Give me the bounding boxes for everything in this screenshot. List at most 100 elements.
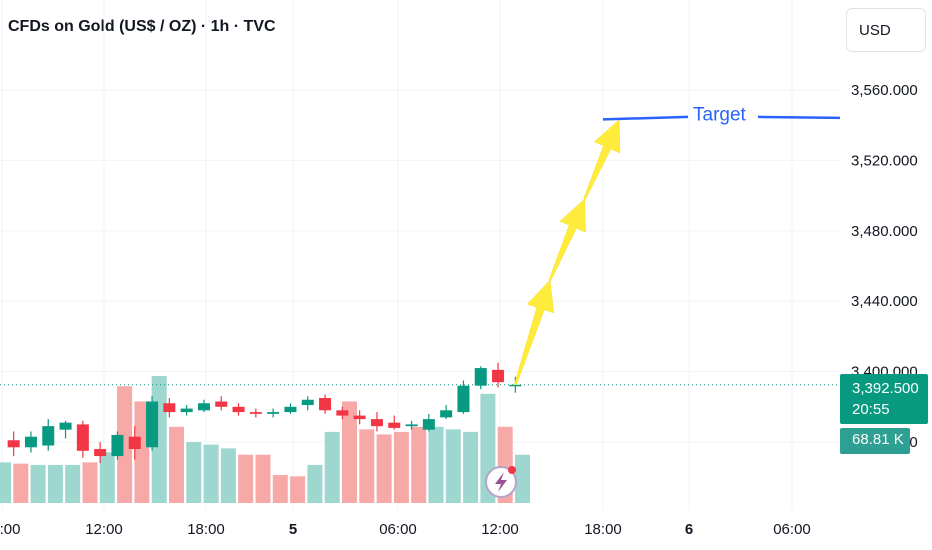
candle xyxy=(146,396,159,451)
volume-bar xyxy=(342,401,357,503)
candle xyxy=(197,399,210,413)
alert-bolt xyxy=(495,472,507,492)
candle xyxy=(492,362,505,388)
candle xyxy=(388,415,401,430)
candle xyxy=(405,420,418,430)
candle xyxy=(94,442,107,464)
candle-body xyxy=(457,385,470,413)
candle-body xyxy=(94,449,107,457)
time-tick-label: :00 xyxy=(0,521,20,538)
volume-bar xyxy=(134,401,150,503)
volume-bar xyxy=(290,476,306,503)
candle-body xyxy=(197,403,210,411)
volume-bar xyxy=(220,448,236,503)
candle xyxy=(128,426,141,460)
candle xyxy=(232,403,245,416)
volume-bar xyxy=(0,462,11,503)
candle xyxy=(42,419,55,451)
candle-body xyxy=(215,401,228,407)
currency-button[interactable]: USD xyxy=(846,8,926,52)
time-tick-label: 5 xyxy=(289,521,297,538)
volume-bar xyxy=(99,452,115,503)
volume-bar xyxy=(428,426,444,503)
candlesticks xyxy=(7,362,522,464)
volume-bar xyxy=(255,454,271,503)
candle xyxy=(180,405,193,416)
candle-body xyxy=(388,422,401,428)
time-tick-label: 18:00 xyxy=(187,521,225,538)
volume-bar xyxy=(238,454,254,503)
volume-bar xyxy=(324,431,340,503)
candle-body xyxy=(405,424,418,427)
candle-body xyxy=(232,406,245,413)
candle-body xyxy=(59,422,72,430)
candle xyxy=(353,410,366,425)
bar-countdown: 20:55 xyxy=(852,401,890,418)
candle xyxy=(24,431,37,453)
candle xyxy=(474,366,487,390)
time-tick-label: 12:00 xyxy=(481,521,519,538)
time-tick-label: 6 xyxy=(685,521,693,538)
time-tick-label: 12:00 xyxy=(85,521,123,538)
alert-dot xyxy=(508,466,516,474)
candle-body xyxy=(474,368,487,386)
candle xyxy=(59,420,72,439)
candle-body xyxy=(301,399,314,406)
price-tick-label: 3,480.000 xyxy=(851,223,918,240)
candle-body xyxy=(24,436,37,448)
candle-body xyxy=(422,419,435,430)
candle-body xyxy=(42,426,55,446)
candle-body xyxy=(249,412,262,414)
candle xyxy=(111,431,124,460)
last-price-badge: 3,392.500 20:55 xyxy=(840,374,928,424)
target-label: Target xyxy=(693,104,747,125)
candle xyxy=(457,380,470,414)
volume-bar xyxy=(203,444,219,503)
candle-body xyxy=(284,406,297,413)
volume-bar xyxy=(65,464,81,503)
candle xyxy=(422,413,435,432)
volume-bar xyxy=(359,429,375,503)
volume-bar xyxy=(117,386,133,503)
candle-body xyxy=(163,403,176,413)
candle-body xyxy=(353,415,366,420)
candle-body xyxy=(146,401,159,448)
volume-badge: 68.81 K xyxy=(840,428,910,454)
volume-bars xyxy=(0,376,530,503)
target-line-left xyxy=(602,115,689,121)
candle xyxy=(215,396,228,411)
volume-bar xyxy=(47,464,63,503)
volume-bar xyxy=(13,463,29,503)
chart-title: CFDs on Gold (US$ / OZ) · 1h · TVC xyxy=(8,18,276,35)
last-price-value: 3,392.500 xyxy=(852,380,919,397)
volume-bar xyxy=(411,426,427,503)
volume-bar xyxy=(169,426,184,503)
volume-bar xyxy=(515,454,530,503)
volume-bar xyxy=(186,442,202,503)
volume-bar xyxy=(393,431,409,503)
projection-arrows xyxy=(514,119,621,386)
candle xyxy=(370,412,383,432)
candle-body xyxy=(319,398,332,411)
volume-bar xyxy=(463,431,479,503)
price-tick-label: 3,560.000 xyxy=(851,82,918,99)
candle xyxy=(163,398,176,418)
price-tick-label: 3,520.000 xyxy=(851,152,918,169)
candle-body xyxy=(7,440,20,448)
projection-arrow xyxy=(514,279,555,386)
candle-body xyxy=(180,408,193,413)
candle-body xyxy=(509,384,522,387)
candle xyxy=(440,405,453,420)
time-tick-label: 06:00 xyxy=(379,521,417,538)
lightning-alert-icon[interactable] xyxy=(485,466,517,498)
candle-body xyxy=(111,434,124,457)
target-line-group: Target xyxy=(602,104,841,125)
time-tick-label: 06:00 xyxy=(773,521,811,538)
candle-body xyxy=(267,412,280,414)
candle-body xyxy=(76,424,89,451)
target-line-right xyxy=(757,115,841,120)
price-tick-label: 3,440.000 xyxy=(851,293,918,310)
candle-body xyxy=(370,419,383,427)
volume-bar xyxy=(272,475,288,503)
